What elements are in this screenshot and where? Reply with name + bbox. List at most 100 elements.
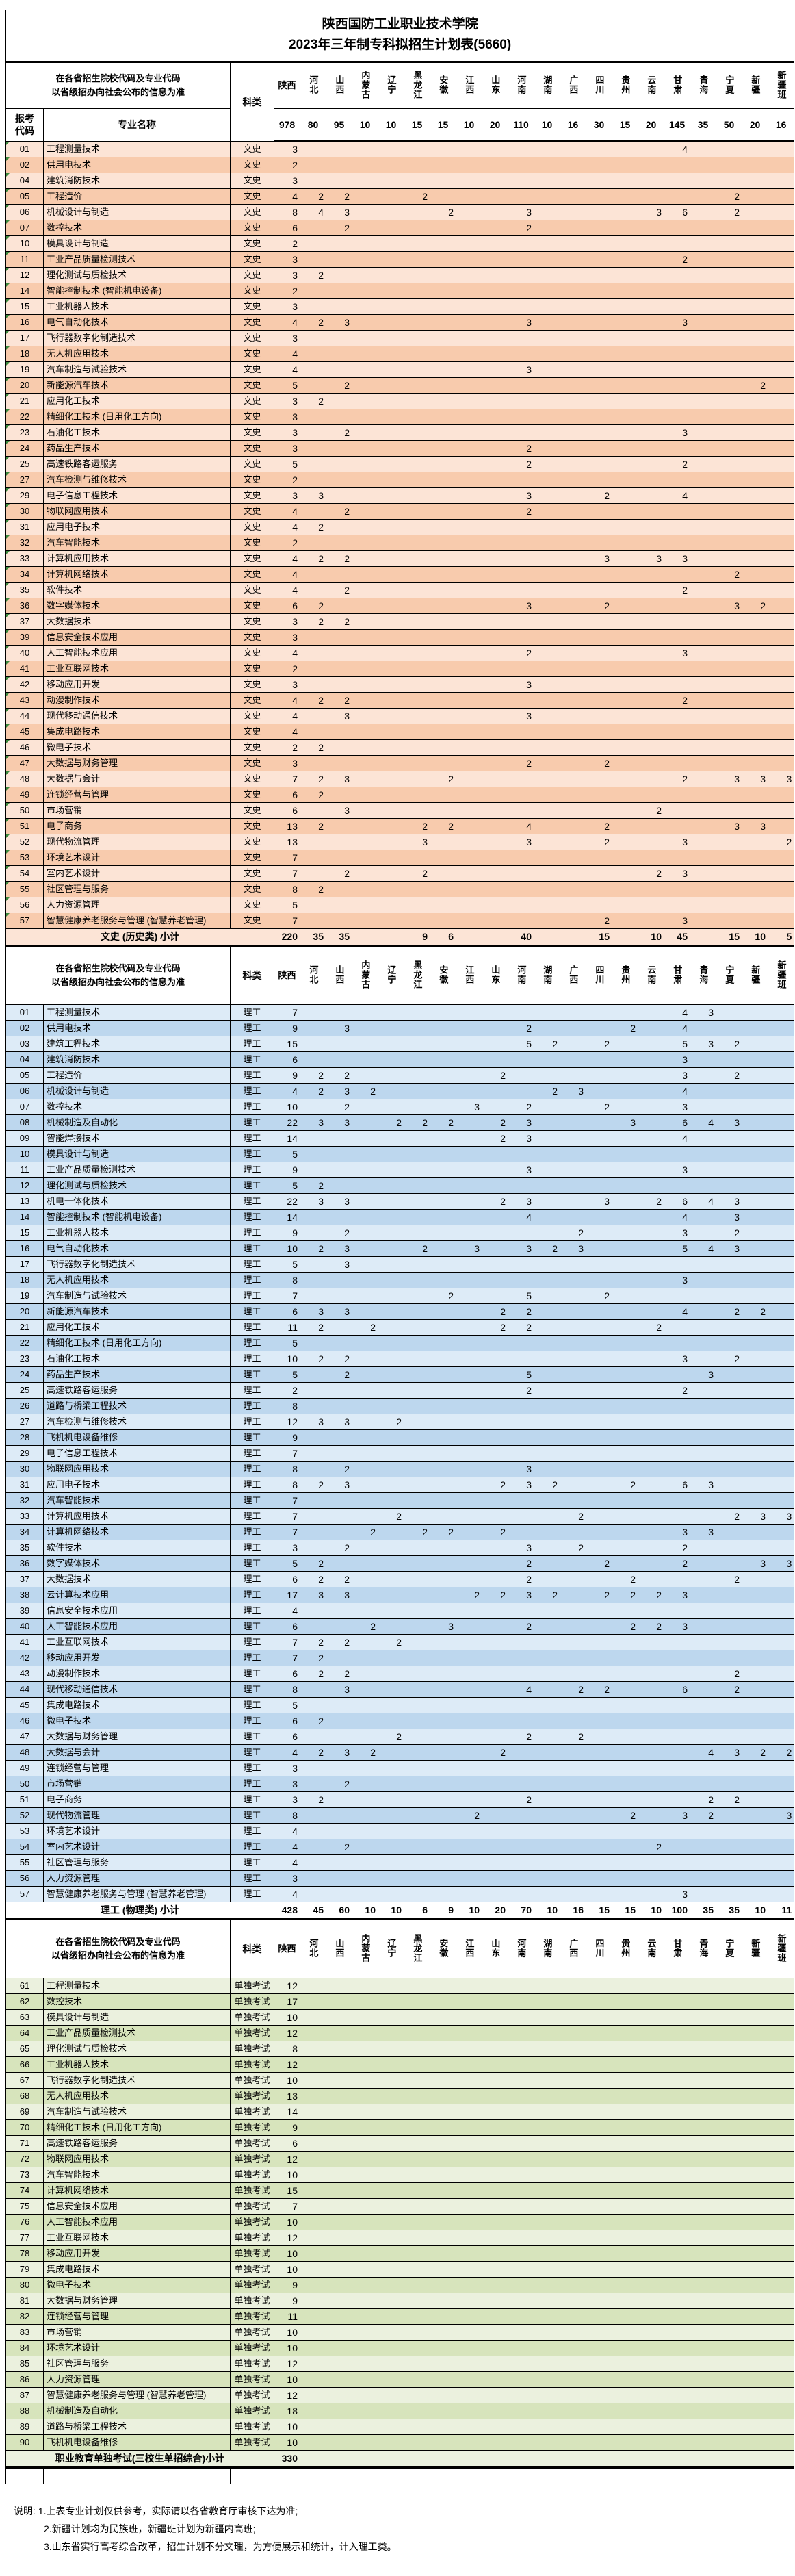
category-column-header: 科类 [230, 62, 274, 142]
value-cell [638, 140, 664, 157]
value-cell [638, 330, 664, 346]
category-cell: 理工 [230, 1162, 274, 1178]
code-cell: 82 [5, 2308, 44, 2325]
value-cell [638, 409, 664, 425]
value-cell [508, 1272, 534, 1288]
table-row: 02 供用电技术 理工 9 3 2 2 4 [5, 1020, 795, 1036]
value-cell [352, 1036, 378, 1052]
value-cell [430, 346, 456, 362]
value-cell [716, 1618, 742, 1635]
value-cell [742, 409, 768, 425]
value-cell [560, 2387, 586, 2403]
value-cell: 5 [274, 1146, 300, 1162]
value-cell [456, 1256, 482, 1273]
value-cell [560, 834, 586, 850]
value-cell [482, 1414, 508, 1430]
value-cell [716, 472, 742, 488]
empty-cell [690, 2467, 716, 2484]
value-cell [430, 2324, 456, 2341]
value-cell [742, 220, 768, 236]
value-cell [378, 1993, 404, 2010]
value-cell [767, 2025, 795, 2041]
value-cell [638, 1398, 664, 1414]
value-cell [482, 1634, 508, 1650]
value-cell [404, 1004, 430, 1021]
value-cell [378, 1067, 404, 1084]
value-cell [456, 1744, 482, 1761]
value-cell: 2 [352, 1524, 378, 1540]
value-cell [586, 1209, 612, 1225]
value-cell [352, 2419, 378, 2435]
subtotal-value-cell: 6 [404, 1902, 430, 1920]
value-cell [638, 1130, 664, 1147]
value-cell [456, 267, 482, 283]
value-cell: 3 [274, 298, 300, 315]
major-name-cell: 新能源汽车技术 [43, 1303, 231, 1320]
value-cell [326, 1791, 352, 1808]
value-cell [767, 1776, 795, 1792]
value-cell [742, 346, 768, 362]
value-cell [404, 1993, 430, 2010]
value-cell [352, 645, 378, 661]
value-cell [560, 251, 586, 268]
value-cell [326, 2135, 352, 2152]
value-cell [430, 708, 456, 724]
value-cell [326, 1854, 352, 1871]
value-cell [378, 2214, 404, 2230]
value-cell: 3 [274, 1760, 300, 1776]
value-cell [638, 2261, 664, 2278]
subtotal-value-cell [690, 2450, 716, 2469]
value-cell [352, 1130, 378, 1147]
value-cell [430, 1587, 456, 1603]
value-cell [430, 1256, 456, 1273]
province-total-cell: 35 [690, 108, 716, 142]
value-cell [378, 2324, 404, 2341]
province-total-cell: 20 [638, 108, 664, 142]
value-cell [560, 1382, 586, 1399]
value-cell [767, 1854, 795, 1871]
value-cell [404, 1414, 430, 1430]
major-name-cell: 理化测试与质检技术 [43, 1177, 231, 1194]
code-cell: 45 [5, 1697, 44, 1713]
value-cell [560, 2041, 586, 2057]
code-cell: 40 [5, 645, 44, 661]
empty-cell [767, 2467, 795, 2484]
value-cell [352, 1256, 378, 1273]
province-column-header: 陕西 [274, 1919, 300, 1978]
value-cell [716, 1823, 742, 1839]
value-cell [767, 1225, 795, 1241]
value-cell [352, 2056, 378, 2073]
major-name-cell: 理化测试与质检技术 [43, 267, 231, 283]
value-cell: 2 [378, 1114, 404, 1131]
major-name-cell: 汽车智能技术 [43, 1492, 231, 1509]
table-row: 55 社区管理与服务 理工 4 [5, 1854, 795, 1871]
value-cell [742, 802, 768, 819]
value-cell [767, 724, 795, 740]
value-cell [378, 1335, 404, 1351]
code-cell: 41 [5, 1634, 44, 1650]
value-cell [560, 692, 586, 709]
category-cell: 理工 [230, 1240, 274, 1257]
value-cell [612, 1978, 638, 1994]
value-cell [742, 503, 768, 520]
value-cell [352, 283, 378, 299]
value-cell [534, 472, 560, 488]
major-name-cell: 软件技术 [43, 1540, 231, 1556]
value-cell [742, 1272, 768, 1288]
value-cell: 2 [664, 1555, 690, 1572]
code-cell: 26 [5, 1398, 44, 1414]
value-cell [508, 1807, 534, 1824]
value-cell: 2 [482, 1524, 508, 1540]
value-cell [378, 755, 404, 771]
value-cell [560, 1193, 586, 1210]
value-cell [767, 2198, 795, 2215]
value-cell [716, 2324, 742, 2341]
value-cell [534, 724, 560, 740]
value-cell [638, 2119, 664, 2136]
province-label: 云南 [646, 965, 657, 984]
value-cell [664, 739, 690, 756]
value-cell: 2 [274, 472, 300, 488]
value-cell: 2 [352, 1319, 378, 1336]
value-cell: 3 [274, 487, 300, 504]
value-cell [742, 1978, 768, 1994]
